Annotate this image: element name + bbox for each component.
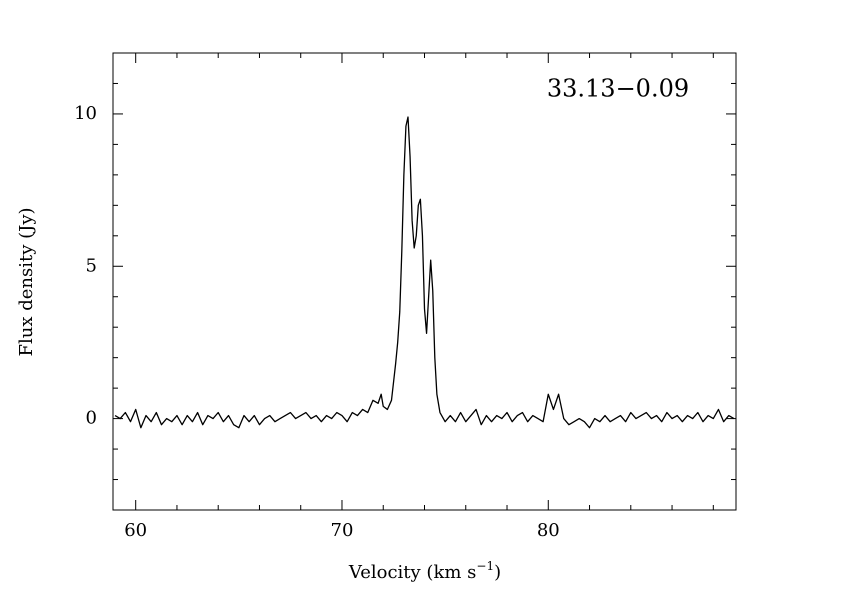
x-label-text: Velocity (km s <box>348 562 477 583</box>
y-tick-label: 5 <box>86 255 97 276</box>
y-axis-label: Flux density (Jy) <box>16 207 37 356</box>
x-axis-label: Velocity (km s−1) <box>348 559 501 584</box>
x-label-end: ) <box>494 562 501 583</box>
y-tick-label: 0 <box>86 408 97 429</box>
y-tick-label: 10 <box>74 103 97 124</box>
x-tick-label: 60 <box>124 520 147 541</box>
x-label-sup: −1 <box>476 559 494 573</box>
source-label: 33.13−0.09 <box>547 75 689 103</box>
plot-frame <box>112 52 737 511</box>
x-tick-label: 80 <box>537 520 560 541</box>
spectrum-line <box>114 116 735 429</box>
x-tick-label: 70 <box>331 520 354 541</box>
